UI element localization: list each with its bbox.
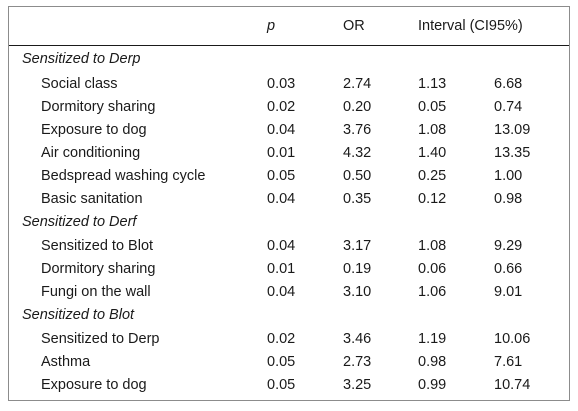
cell-variable: Bedspread washing cycle	[41, 167, 206, 184]
table-row: Bedspread washing cycle 0.05 0.50 0.25 1.00	[9, 164, 569, 187]
cell-ci-upper: 10.06	[494, 330, 531, 347]
cell-or: 3.17	[343, 237, 372, 254]
group-row: Sensitized to Derp	[9, 46, 569, 73]
table-row: Basic sanitation 0.04 0.35 0.12 0.98	[9, 187, 569, 210]
cell-variable: Air conditioning	[41, 144, 141, 161]
group-row: Sensitized to Derf	[9, 210, 569, 234]
cell-or: 2.73	[343, 353, 372, 370]
cell-p: 0.01	[267, 260, 296, 277]
results-table: p OR Interval (CI95%) Sensitized to Derp…	[9, 7, 569, 396]
cell-variable: Social class	[41, 75, 118, 92]
header-p: p	[267, 7, 343, 46]
table-row: Social class 0.03 2.74 1.13 6.68	[9, 72, 569, 95]
cell-ci-lower: 1.06	[418, 283, 447, 300]
cell-ci-lower: 1.19	[418, 330, 447, 347]
cell-variable: Basic sanitation	[41, 190, 143, 207]
cell-p: 0.05	[267, 353, 296, 370]
cell-variable: Dormitory sharing	[41, 98, 156, 115]
cell-ci-lower: 0.99	[418, 376, 447, 393]
header-interval: Interval (CI95%)	[418, 7, 569, 46]
cell-or: 4.32	[343, 144, 372, 161]
cell-variable: Exposure to dog	[41, 121, 147, 138]
table-row: Sensitized to Derp 0.02 3.46 1.19 10.06	[9, 327, 569, 350]
cell-ci-upper: 1.00	[494, 167, 523, 184]
cell-or: 0.50	[343, 167, 372, 184]
table-row: Dormitory sharing 0.01 0.19 0.06 0.66	[9, 257, 569, 280]
cell-or: 0.19	[343, 260, 372, 277]
group-title: Sensitized to Derp	[22, 51, 141, 67]
cell-p: 0.04	[267, 190, 296, 207]
group-title: Sensitized to Blot	[22, 307, 135, 323]
cell-variable: Fungi on the wall	[41, 283, 151, 300]
cell-or: 3.10	[343, 283, 372, 300]
cell-ci-lower: 1.08	[418, 237, 447, 254]
cell-ci-upper: 13.09	[494, 121, 531, 138]
cell-ci-lower: 1.13	[418, 75, 447, 92]
table-row: Asthma 0.05 2.73 0.98 7.61	[9, 350, 569, 373]
cell-variable: Exposure to dog	[41, 376, 147, 393]
cell-p: 0.04	[267, 237, 296, 254]
table-frame: p OR Interval (CI95%) Sensitized to Derp…	[8, 6, 570, 401]
table-row: Dormitory sharing 0.02 0.20 0.05 0.74	[9, 95, 569, 118]
cell-p: 0.04	[267, 283, 296, 300]
cell-or: 3.46	[343, 330, 372, 347]
cell-ci-upper: 9.01	[494, 283, 523, 300]
cell-ci-lower: 0.06	[418, 260, 447, 277]
cell-ci-upper: 10.74	[494, 376, 531, 393]
cell-ci-lower: 1.40	[418, 144, 447, 161]
cell-ci-upper: 0.66	[494, 260, 523, 277]
header-variable	[9, 7, 267, 46]
cell-ci-upper: 9.29	[494, 237, 523, 254]
cell-p: 0.03	[267, 75, 296, 92]
cell-ci-upper: 6.68	[494, 75, 523, 92]
cell-ci-upper: 13.35	[494, 144, 531, 161]
cell-ci-lower: 0.98	[418, 353, 447, 370]
cell-ci-lower: 0.25	[418, 167, 447, 184]
cell-p: 0.04	[267, 121, 296, 138]
cell-ci-lower: 0.05	[418, 98, 447, 115]
header-row: p OR Interval (CI95%)	[9, 7, 569, 46]
table-body: Sensitized to Derp Social class 0.03 2.74 1.…	[9, 46, 569, 397]
cell-p: 0.02	[267, 98, 296, 115]
table-row: Air conditioning 0.01 4.32 1.40 13.35	[9, 141, 569, 164]
cell-p: 0.02	[267, 330, 296, 347]
cell-ci-upper: 0.98	[494, 190, 523, 207]
cell-ci-lower: 0.12	[418, 190, 447, 207]
table-row: Sensitized to Blot 0.04 3.17 1.08 9.29	[9, 234, 569, 257]
table-row: Exposure to dog 0.05 3.25 0.99 10.74	[9, 373, 569, 396]
table-row: Exposure to dog 0.04 3.76 1.08 13.09	[9, 118, 569, 141]
cell-variable: Sensitized to Derp	[41, 330, 160, 347]
cell-variable: Asthma	[41, 353, 91, 370]
cell-or: 3.25	[343, 376, 372, 393]
header-or: OR	[343, 7, 418, 46]
cell-ci-lower: 1.08	[418, 121, 447, 138]
cell-or: 0.20	[343, 98, 372, 115]
cell-p: 0.05	[267, 167, 296, 184]
table-row: Fungi on the wall 0.04 3.10 1.06 9.01	[9, 280, 569, 303]
group-row: Sensitized to Blot	[9, 303, 569, 327]
group-title: Sensitized to Derf	[22, 214, 137, 230]
cell-p: 0.05	[267, 376, 296, 393]
cell-variable: Sensitized to Blot	[41, 237, 154, 254]
cell-or: 2.74	[343, 75, 372, 92]
cell-ci-upper: 0.74	[494, 98, 523, 115]
cell-or: 3.76	[343, 121, 372, 138]
cell-ci-upper: 7.61	[494, 353, 523, 370]
cell-variable: Dormitory sharing	[41, 260, 156, 277]
cell-p: 0.01	[267, 144, 296, 161]
cell-or: 0.35	[343, 190, 372, 207]
